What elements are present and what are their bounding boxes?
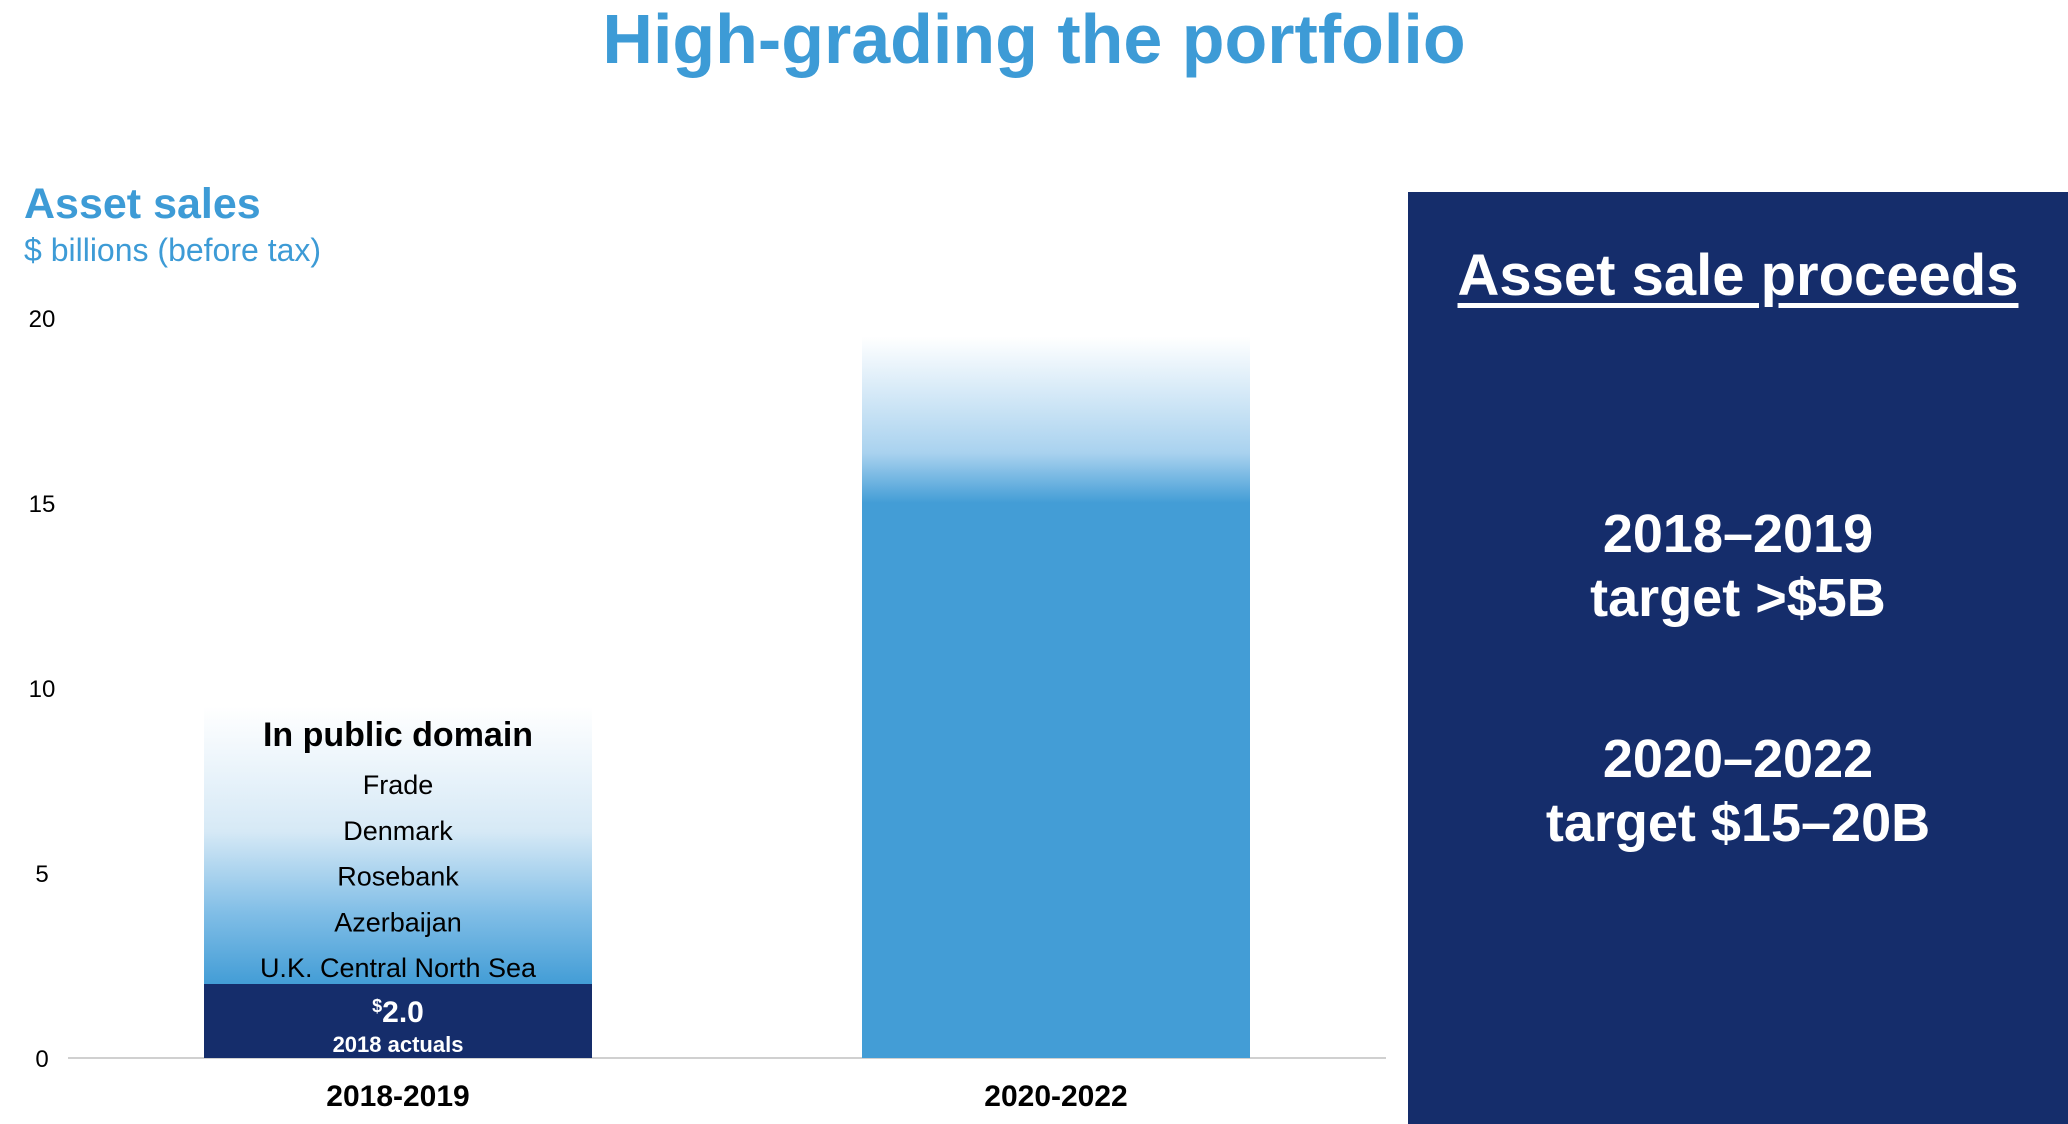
x-category-label: 2018-2019 (326, 1080, 469, 1113)
y-tick-label: 5 (35, 861, 48, 888)
asset-sales-chart: 0 5 10 15 20 $2.0 2018 actuals In public domai… (29, 306, 1386, 1113)
public-domain-bar (204, 706, 592, 984)
actual-value-label: $2.0 (372, 996, 424, 1029)
x-category-label: 2020-2022 (984, 1080, 1127, 1113)
target-period-1: 2018–2019 (1602, 504, 1874, 564)
proceeds-panel: Asset sale proceeds 2018–2019 target >$5… (1408, 192, 2068, 1124)
asset-item-label: Denmark (343, 816, 453, 846)
asset-item-label: U.K. Central North Sea (260, 953, 537, 983)
target-value-1: target >$5B (1590, 568, 1886, 628)
y-tick-label: 15 (29, 491, 56, 518)
chart-title: Asset sales (24, 180, 261, 228)
target-range-fade (862, 336, 1250, 503)
target-bar (862, 503, 1250, 1058)
proceeds-heading: Asset sale proceeds (1457, 243, 2019, 308)
actual-bar (204, 984, 592, 1058)
asset-item-label: Frade (363, 770, 434, 800)
asset-item-label: Rosebank (337, 862, 459, 892)
y-tick-label: 20 (29, 306, 56, 333)
target-value-2: target $15–20B (1545, 793, 1931, 853)
asset-item-label: Azerbaijan (334, 907, 462, 937)
target-period-2: 2020–2022 (1602, 729, 1874, 789)
chart-subtitle: $ billions (before tax) (24, 232, 322, 268)
actual-sublabel: 2018 actuals (333, 1032, 464, 1057)
public-domain-heading: In public domain (263, 716, 533, 754)
y-tick-label: 10 (29, 676, 56, 703)
page-title: High-grading the portfolio (602, 0, 1466, 78)
y-tick-label: 0 (35, 1046, 48, 1073)
